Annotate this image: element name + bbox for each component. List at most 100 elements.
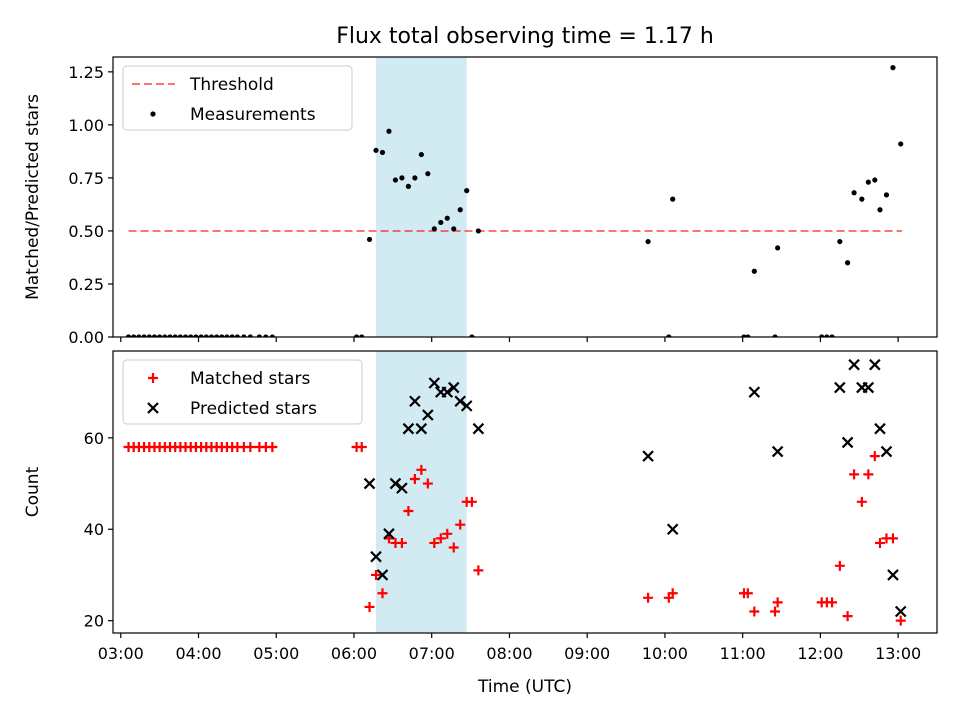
matched-star-point <box>409 473 420 484</box>
x-tick-label: 05:00 <box>253 644 299 663</box>
figure-title: Flux total observing time = 1.17 h <box>336 24 714 49</box>
y-tick-label: 1.00 <box>68 116 104 135</box>
matched-star-point <box>869 451 880 462</box>
measurement-point <box>208 334 215 337</box>
x-tick-label: 04:00 <box>175 644 221 663</box>
predicted-star-point <box>415 422 428 435</box>
measurement-point <box>256 334 263 337</box>
axes-frame <box>112 56 938 338</box>
measurement-point <box>872 177 878 183</box>
measurement-point <box>229 334 235 337</box>
measurement-point <box>829 334 835 337</box>
measurement-point <box>214 334 220 337</box>
measurement-point <box>234 334 240 337</box>
measurement-point <box>741 334 747 337</box>
measurement-point <box>865 179 871 185</box>
predicted-star-point <box>454 395 466 408</box>
measurement-point <box>241 334 247 337</box>
measurement-point <box>373 147 379 153</box>
legend-box <box>122 65 353 131</box>
predicted-star-point <box>848 358 860 371</box>
measurement-point <box>198 334 204 337</box>
matched-star-point <box>874 537 885 548</box>
y-tick-label: 0.00 <box>68 328 104 347</box>
matched-star-point <box>267 441 278 452</box>
measurement-point <box>188 334 194 337</box>
measurement-point <box>405 183 411 189</box>
matched-star-point <box>396 537 407 548</box>
matched-star-point <box>455 519 466 530</box>
matched-star-point <box>749 606 760 617</box>
predicted-star-point <box>428 377 441 389</box>
x-tick-label: 08:00 <box>486 644 532 663</box>
predicted-star-point <box>370 550 382 563</box>
measurement-point <box>136 334 142 337</box>
matched-star-point <box>466 496 477 507</box>
matched-star-point <box>416 464 427 475</box>
matched-star-point <box>772 597 783 608</box>
predicted-star-point <box>880 445 893 458</box>
predicted-star-point <box>887 569 899 581</box>
measurement-point <box>269 334 275 337</box>
predicted-star-point <box>376 569 389 581</box>
y-axis-label: Matched/Predicted stars <box>23 94 43 300</box>
measurement-point <box>859 196 865 202</box>
legend-label: Predicted stars <box>190 399 317 419</box>
predicted-star-point <box>771 445 784 458</box>
measurement-point <box>457 207 463 213</box>
measurement-point <box>359 334 365 337</box>
measurement-point <box>141 334 147 337</box>
plot-area <box>125 65 904 337</box>
x-axis-label: Time (UTC) <box>477 677 572 697</box>
matched-star-point <box>887 533 898 544</box>
matched-star-point <box>377 588 388 599</box>
measurement-point <box>819 334 825 337</box>
measurement-point <box>898 141 904 147</box>
y-tick-label: 0.25 <box>68 275 104 294</box>
measurement-point <box>131 334 137 337</box>
predicted-star-point <box>389 477 402 490</box>
matched-star-point <box>429 537 440 548</box>
matched-star-point <box>895 615 906 626</box>
predicted-star-point <box>460 400 473 412</box>
matched-star-point <box>448 542 459 553</box>
measurement-point <box>247 334 253 337</box>
y-tick-label: 1.25 <box>68 63 104 82</box>
matched-star-point <box>442 528 453 539</box>
measurement-point <box>666 334 672 337</box>
matched-star-point <box>403 505 414 516</box>
matched-star-point <box>849 469 860 480</box>
measurement-point <box>645 238 651 245</box>
x-tick-label: 12:00 <box>797 644 843 663</box>
matched-star-point <box>643 592 654 603</box>
measurement-point <box>203 334 209 337</box>
y-tick-label: 40 <box>84 520 104 539</box>
matched-star-point <box>364 601 375 612</box>
measurement-point <box>379 149 386 156</box>
measurement-point <box>177 334 183 337</box>
measurement-point <box>883 192 890 198</box>
matched-star-point <box>856 496 867 507</box>
measurement-point <box>151 334 158 337</box>
measurement-point <box>366 236 373 243</box>
legend-matched-swatch <box>148 373 158 383</box>
plot-area <box>123 358 907 626</box>
legend-label: Matched stars <box>190 369 310 389</box>
matched-star-point <box>422 478 433 489</box>
measurement-point <box>751 268 757 274</box>
axes-frame <box>112 350 938 634</box>
measurement-point <box>263 334 269 337</box>
measurement-point <box>845 260 851 266</box>
measurement-point <box>224 334 230 337</box>
measurement-point <box>431 226 437 232</box>
measurement-point <box>182 334 189 337</box>
measurement-point <box>890 65 896 71</box>
measurement-point <box>824 334 830 337</box>
matched-star-point <box>435 533 446 544</box>
observing-window-band <box>376 351 467 633</box>
x-tick-label: 10:00 <box>642 644 688 663</box>
y-tick-label: 60 <box>84 429 104 448</box>
legend-label: Measurements <box>190 105 316 125</box>
measurement-point <box>193 334 199 337</box>
